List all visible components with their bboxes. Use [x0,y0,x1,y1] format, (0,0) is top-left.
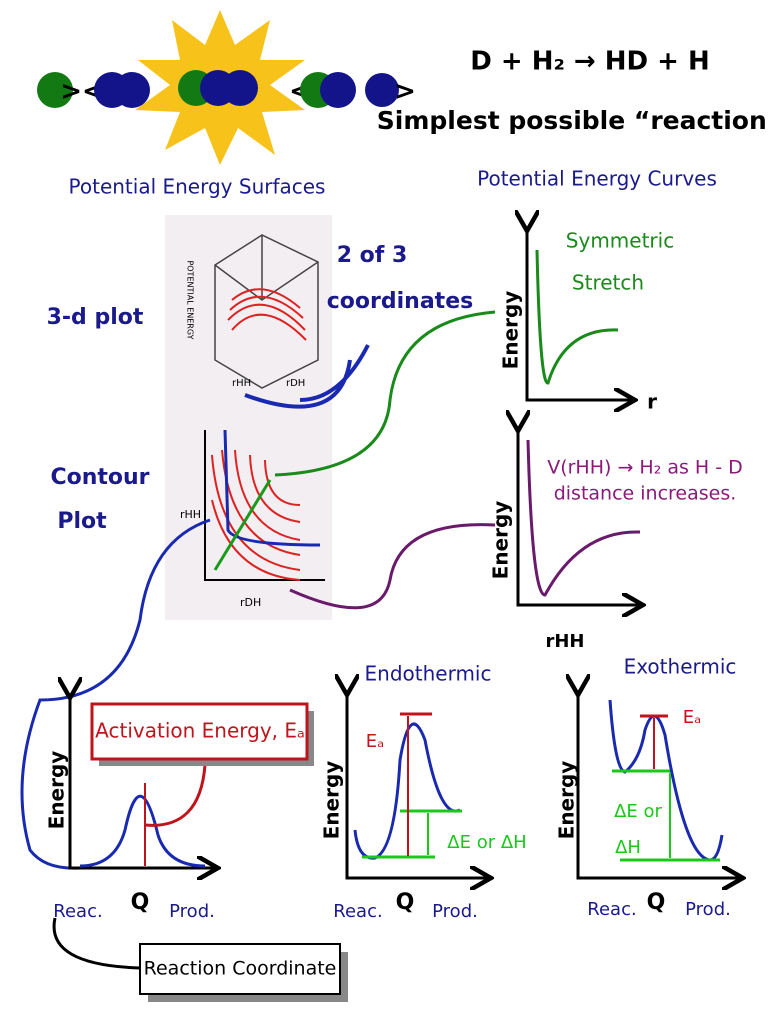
section-title: Potential Energy Curves [477,167,717,191]
label: Prod. [432,901,478,922]
plot-title: Exothermic [624,655,737,679]
label: Eₐ [683,707,701,728]
label: Plot [57,509,107,534]
label: V(rHH) → H₂ as H - D [547,457,743,479]
label: Reac. [53,901,102,922]
axis-label: Energy [320,761,344,840]
connector [244,344,370,409]
label: Reac. [587,899,636,920]
box [139,943,341,995]
axes [527,228,632,400]
axis-label: Energy [555,761,579,840]
label: 2 of 3 [337,243,408,268]
inner-label: rHH [180,508,201,521]
atom-h [222,70,258,106]
pointer [144,764,207,827]
label: Prod. [685,899,731,920]
arrows: > [394,77,416,107]
reaction-path [223,429,321,547]
axes [518,428,640,605]
label: ΔH [615,837,641,858]
label: ΔE or ΔH [447,832,526,853]
label: Prod. [169,901,215,922]
inner-label: POTENTIAL ENERGY [186,260,195,339]
label: distance increases. [554,483,737,505]
label: Symmetric [566,229,674,253]
axis-label: Energy [45,751,69,830]
box-label: Activation Energy, Eₐ [95,719,305,743]
label: coordinates [327,289,473,314]
atom-h [320,72,356,108]
label: Contour [50,465,149,490]
atom-h [114,72,150,108]
label: Q [647,890,666,915]
label: Reac. [333,901,382,922]
contour-axes [204,430,325,581]
axes [347,692,488,878]
connector [289,523,496,610]
label: 3-d plot [47,305,144,330]
equation: D + H₂ → HD + H [470,47,710,77]
axis-label: rHH [545,631,584,652]
profile-curve [79,794,206,868]
label: Q [396,890,415,915]
label: Eₐ [366,731,384,752]
connector [52,917,141,970]
inner-label: rHH [232,378,251,389]
axis-label: r [647,390,657,414]
subtitle: Simplest possible “reaction” [377,106,768,135]
curve [526,439,641,597]
connector [274,310,496,477]
box-label: Reaction Coordinate [144,958,337,980]
plot-title: Endothermic [365,662,492,686]
label: Stretch [572,271,644,295]
atom-h [365,73,399,107]
axes [578,692,740,878]
inner-label: rDH [286,378,305,389]
curve [535,249,619,385]
symmetric-line [213,479,272,571]
atom-d [37,72,73,108]
section-title: Potential Energy Surfaces [69,175,326,199]
axis-label: Energy [499,291,523,370]
label: Q [131,890,150,915]
axes [70,695,215,868]
box [90,702,309,761]
axis-label: Energy [489,501,513,580]
connector [20,518,211,870]
surface-image [165,215,332,620]
label: ΔE or [614,801,662,822]
surface-lines [227,288,307,341]
inner-label: rDH [240,596,261,609]
profile-curve [608,699,724,862]
